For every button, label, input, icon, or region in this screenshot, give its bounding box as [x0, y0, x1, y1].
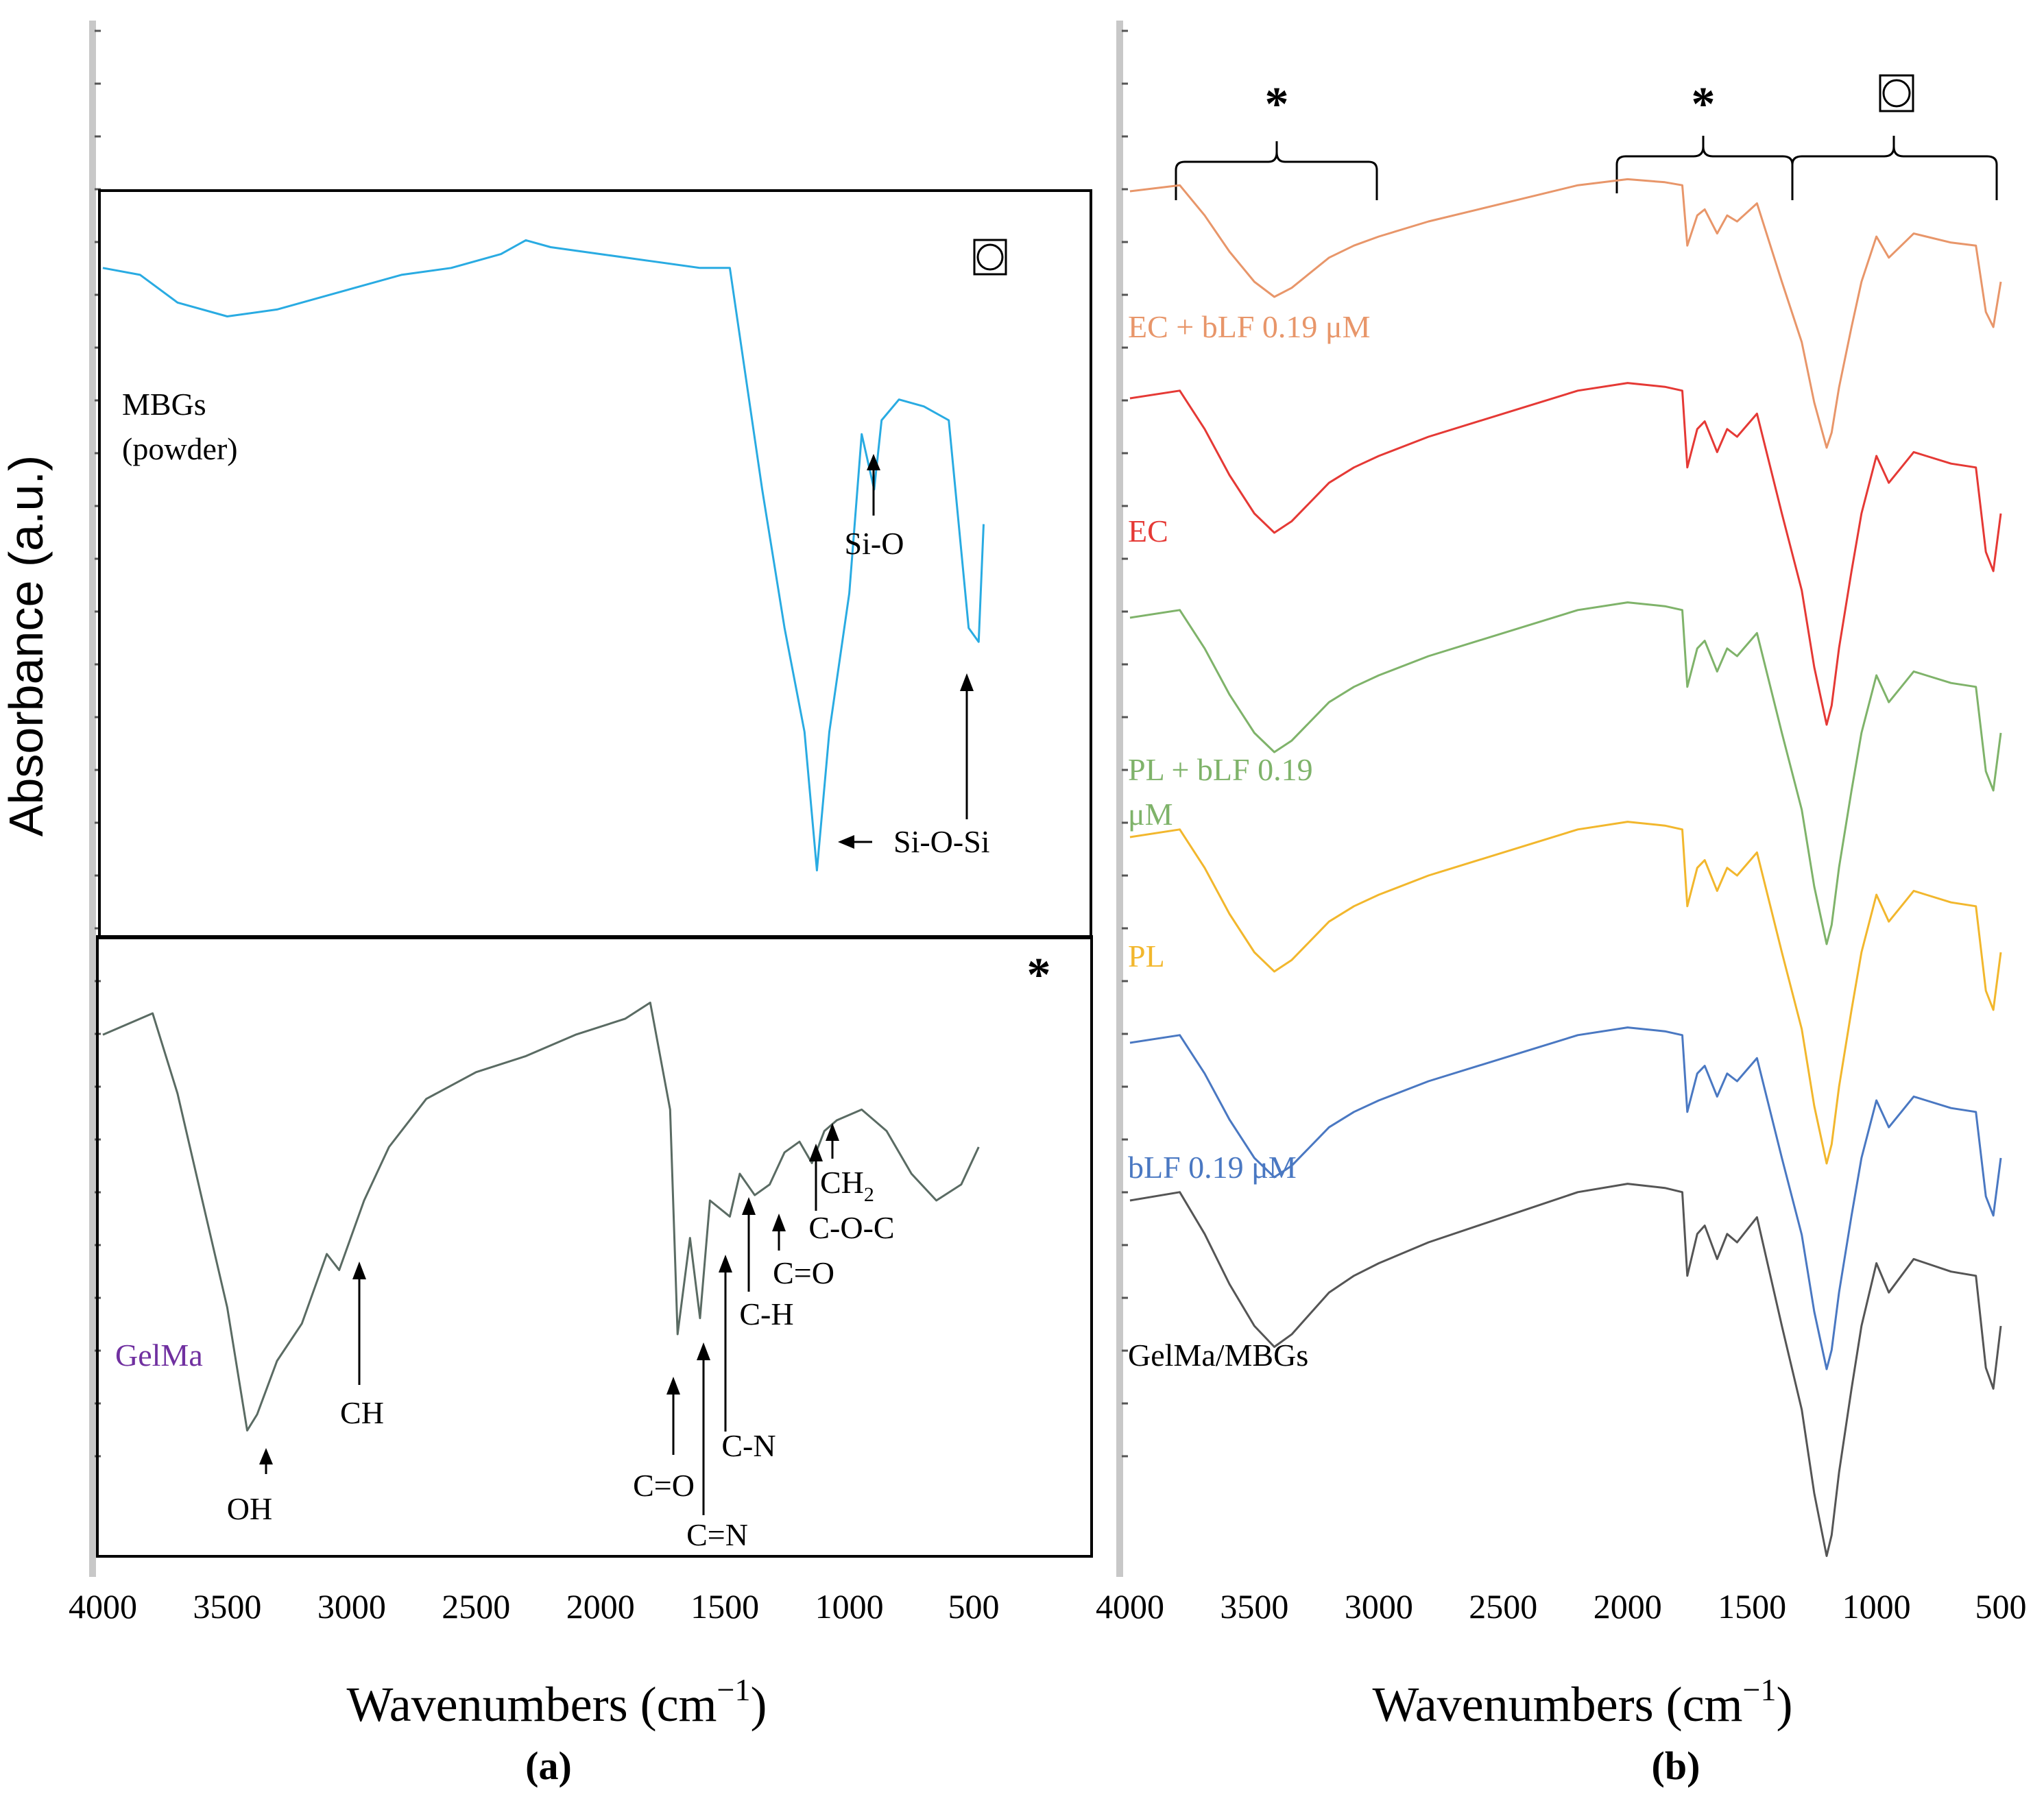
ch-label: CH [340, 1395, 384, 1430]
region-star-2: * [1692, 78, 1716, 131]
c-n-arrowhead [719, 1255, 732, 1272]
c-o-c-arrowhead [809, 1144, 823, 1161]
panel-b-x-tick-3000: 3000 [1345, 1587, 1413, 1626]
mbgs-label-line1: MBGs [122, 387, 206, 422]
panel-b-x-tick-4000: 4000 [1096, 1587, 1164, 1626]
panel-a-x-tick-500: 500 [948, 1587, 1000, 1626]
c-eq-o-label-2: C=O [773, 1255, 834, 1290]
region-star-1: * [1265, 78, 1289, 131]
si-o-arrowhead [867, 454, 880, 470]
panel-a-caption: (a) [525, 1743, 572, 1788]
c-eq-n-arrowhead [697, 1342, 710, 1360]
panel-a-y-axis-bar [89, 21, 96, 1577]
panel-a-x-tick-1000: 1000 [815, 1587, 884, 1626]
gelma-marker-star: * [1027, 949, 1051, 1002]
pl-bLF-spectrum-line [1129, 601, 2002, 945]
gelma-panel-frame [96, 935, 1093, 1558]
panel-a-x-tick-labels: 4000 3500 3000 2500 2000 1500 1000 500 [69, 1587, 1000, 1626]
panel-a-x-tick-2000: 2000 [566, 1587, 635, 1626]
ch2-label-base: CH [820, 1165, 864, 1200]
ec-spectrum-line [1129, 382, 2002, 726]
pl-label: PL [1128, 939, 1165, 974]
ec-bLF-label: EC + bLF 0.19 μM [1128, 309, 1370, 344]
panel-a: MBGs (powder) Si-O Si-O-Si GelMa * OH CH… [69, 21, 1093, 1788]
c-h-label: C-H [739, 1296, 793, 1331]
bLF-label: bLF 0.19 μM [1128, 1150, 1297, 1185]
panel-b-x-tick-2000: 2000 [1594, 1587, 1662, 1626]
c-n-label: C-N [721, 1428, 775, 1463]
panel-a-x-axis-title: Wavenumbers (cm−1) [347, 1672, 767, 1732]
panel-b-x-title-sup: −1 [1743, 1672, 1777, 1707]
panel-b-y-ticks [1122, 29, 1128, 1458]
ch2-label-subscript: 2 [864, 1183, 874, 1206]
pl-spectrum-line [1129, 821, 2002, 1165]
pl-bLF-label-line1: PL + bLF 0.19 [1128, 752, 1313, 787]
mbgs-spectrum-line [102, 239, 985, 871]
ch2-label: CH2 [820, 1165, 874, 1206]
y-axis-title: Absorbance (a.u.) [0, 455, 53, 836]
ec-label: EC [1128, 514, 1168, 548]
c-eq-o-arrowhead-2 [772, 1214, 786, 1231]
panel-a-x-title-text: Wavenumbers (cm [347, 1677, 717, 1732]
gelma-spectrum-line [102, 1001, 980, 1432]
region-brace-1 [1175, 141, 1378, 200]
panel-a-x-title-close: ) [750, 1677, 767, 1732]
mbgs-marker-box [973, 239, 1007, 276]
region-brace-3 [1791, 136, 1998, 200]
panel-b-x-title-text: Wavenumbers (cm [1373, 1677, 1743, 1732]
panel-b-x-tick-3500: 3500 [1220, 1587, 1288, 1626]
region-box-3 [1879, 74, 1914, 112]
c-o-c-label: C-O-C [808, 1210, 894, 1245]
panel-a-x-tick-2500: 2500 [442, 1587, 510, 1626]
panel-b-caption: (b) [1652, 1743, 1700, 1788]
ch2-arrowhead [826, 1123, 839, 1141]
gelma-mbgs-spectrum-line [1129, 1183, 2002, 1557]
mbgs-marker-circle [976, 243, 1004, 271]
panel-b-y-axis-bar [1116, 21, 1123, 1577]
si-o-label: Si-O [845, 526, 904, 561]
ec-bLF-spectrum-line [1129, 178, 2002, 449]
c-eq-o-label-1: C=O [633, 1468, 695, 1503]
oh-arrowhead [259, 1448, 273, 1464]
gelma-mbgs-label: GelMa/MBGs [1128, 1338, 1308, 1373]
panel-b-x-tick-500: 500 [1975, 1587, 2027, 1626]
si-o-si-arrowhead-left [838, 835, 854, 849]
c-eq-n-label: C=N [686, 1517, 748, 1552]
region-brace-2 [1615, 136, 1794, 200]
panel-b-x-tick-1500: 1500 [1718, 1587, 1786, 1626]
bLF-spectrum-line [1129, 1026, 2002, 1371]
panel-b-x-tick-1000: 1000 [1842, 1587, 1911, 1626]
gelma-label: GelMa [115, 1338, 203, 1373]
panel-a-x-title-sup: −1 [717, 1672, 751, 1707]
panel-b-x-tick-labels: 4000 3500 3000 2500 2000 1500 1000 500 [1096, 1587, 2027, 1626]
panel-b-x-axis-title: Wavenumbers (cm−1) [1373, 1672, 1793, 1732]
c-eq-o-arrowhead-1 [666, 1377, 680, 1395]
c-h-arrowhead [742, 1197, 756, 1215]
mbgs-label-line2: (powder) [122, 431, 238, 466]
panel-a-x-tick-1500: 1500 [690, 1587, 759, 1626]
panel-a-x-tick-3500: 3500 [193, 1587, 261, 1626]
si-o-si-arrowhead-up [960, 673, 974, 691]
panel-b-x-title-close: ) [1776, 1677, 1792, 1732]
oh-label: OH [227, 1491, 272, 1526]
panel-a-x-tick-4000: 4000 [69, 1587, 137, 1626]
panel-b: * * EC + bLF 0.19 μM EC PL + bLF 0.19 μM… [1096, 21, 2027, 1788]
pl-bLF-label-line2: μM [1128, 797, 1173, 832]
panel-b-x-tick-2500: 2500 [1469, 1587, 1537, 1626]
panel-a-x-tick-3000: 3000 [317, 1587, 386, 1626]
si-o-si-label: Si-O-Si [893, 824, 990, 859]
region-circle-3 [1882, 79, 1911, 108]
ch-arrowhead [352, 1262, 366, 1279]
